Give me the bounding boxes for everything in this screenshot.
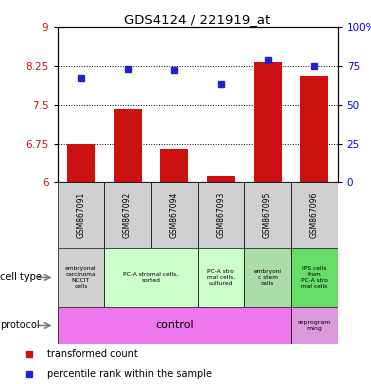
Text: reprogram
ming: reprogram ming	[298, 320, 331, 331]
Text: GSM867094: GSM867094	[170, 192, 179, 238]
Bar	[198, 182, 244, 248]
Text: GSM867096: GSM867096	[310, 192, 319, 238]
Text: embryonal
carcinoma
NCCIT
cells: embryonal carcinoma NCCIT cells	[65, 266, 97, 289]
Bar	[114, 109, 142, 182]
Bar	[58, 182, 104, 248]
Text: GSM867093: GSM867093	[216, 192, 226, 238]
Bar	[151, 182, 198, 248]
Bar	[58, 307, 291, 344]
Bar	[198, 248, 244, 307]
Text: embryoni
c stem
cells: embryoni c stem cells	[254, 269, 282, 286]
Bar	[291, 248, 338, 307]
Text: PC-A stromal cells,
sorted: PC-A stromal cells, sorted	[124, 272, 178, 283]
Text: GSM867095: GSM867095	[263, 192, 272, 238]
Text: control: control	[155, 320, 194, 331]
Bar	[58, 248, 104, 307]
Text: GSM867092: GSM867092	[123, 192, 132, 238]
Bar	[104, 182, 151, 248]
Title: GDS4124 / 221919_at: GDS4124 / 221919_at	[124, 13, 271, 26]
Text: IPS cells
from
PC-A stro
mal cells: IPS cells from PC-A stro mal cells	[301, 266, 328, 289]
Text: PC-A stro
mal cells,
cultured: PC-A stro mal cells, cultured	[207, 269, 235, 286]
Bar	[160, 149, 188, 182]
Text: protocol: protocol	[0, 320, 40, 331]
Text: GSM867091: GSM867091	[76, 192, 85, 238]
Bar	[244, 248, 291, 307]
Bar	[207, 176, 235, 182]
Bar	[254, 62, 282, 182]
Bar	[291, 307, 338, 344]
Text: cell type: cell type	[0, 272, 42, 283]
Text: transformed count: transformed count	[47, 349, 138, 359]
Bar	[291, 182, 338, 248]
Bar	[300, 76, 328, 182]
Bar	[104, 248, 198, 307]
Text: percentile rank within the sample: percentile rank within the sample	[47, 369, 212, 379]
Bar	[67, 144, 95, 182]
Bar	[244, 182, 291, 248]
